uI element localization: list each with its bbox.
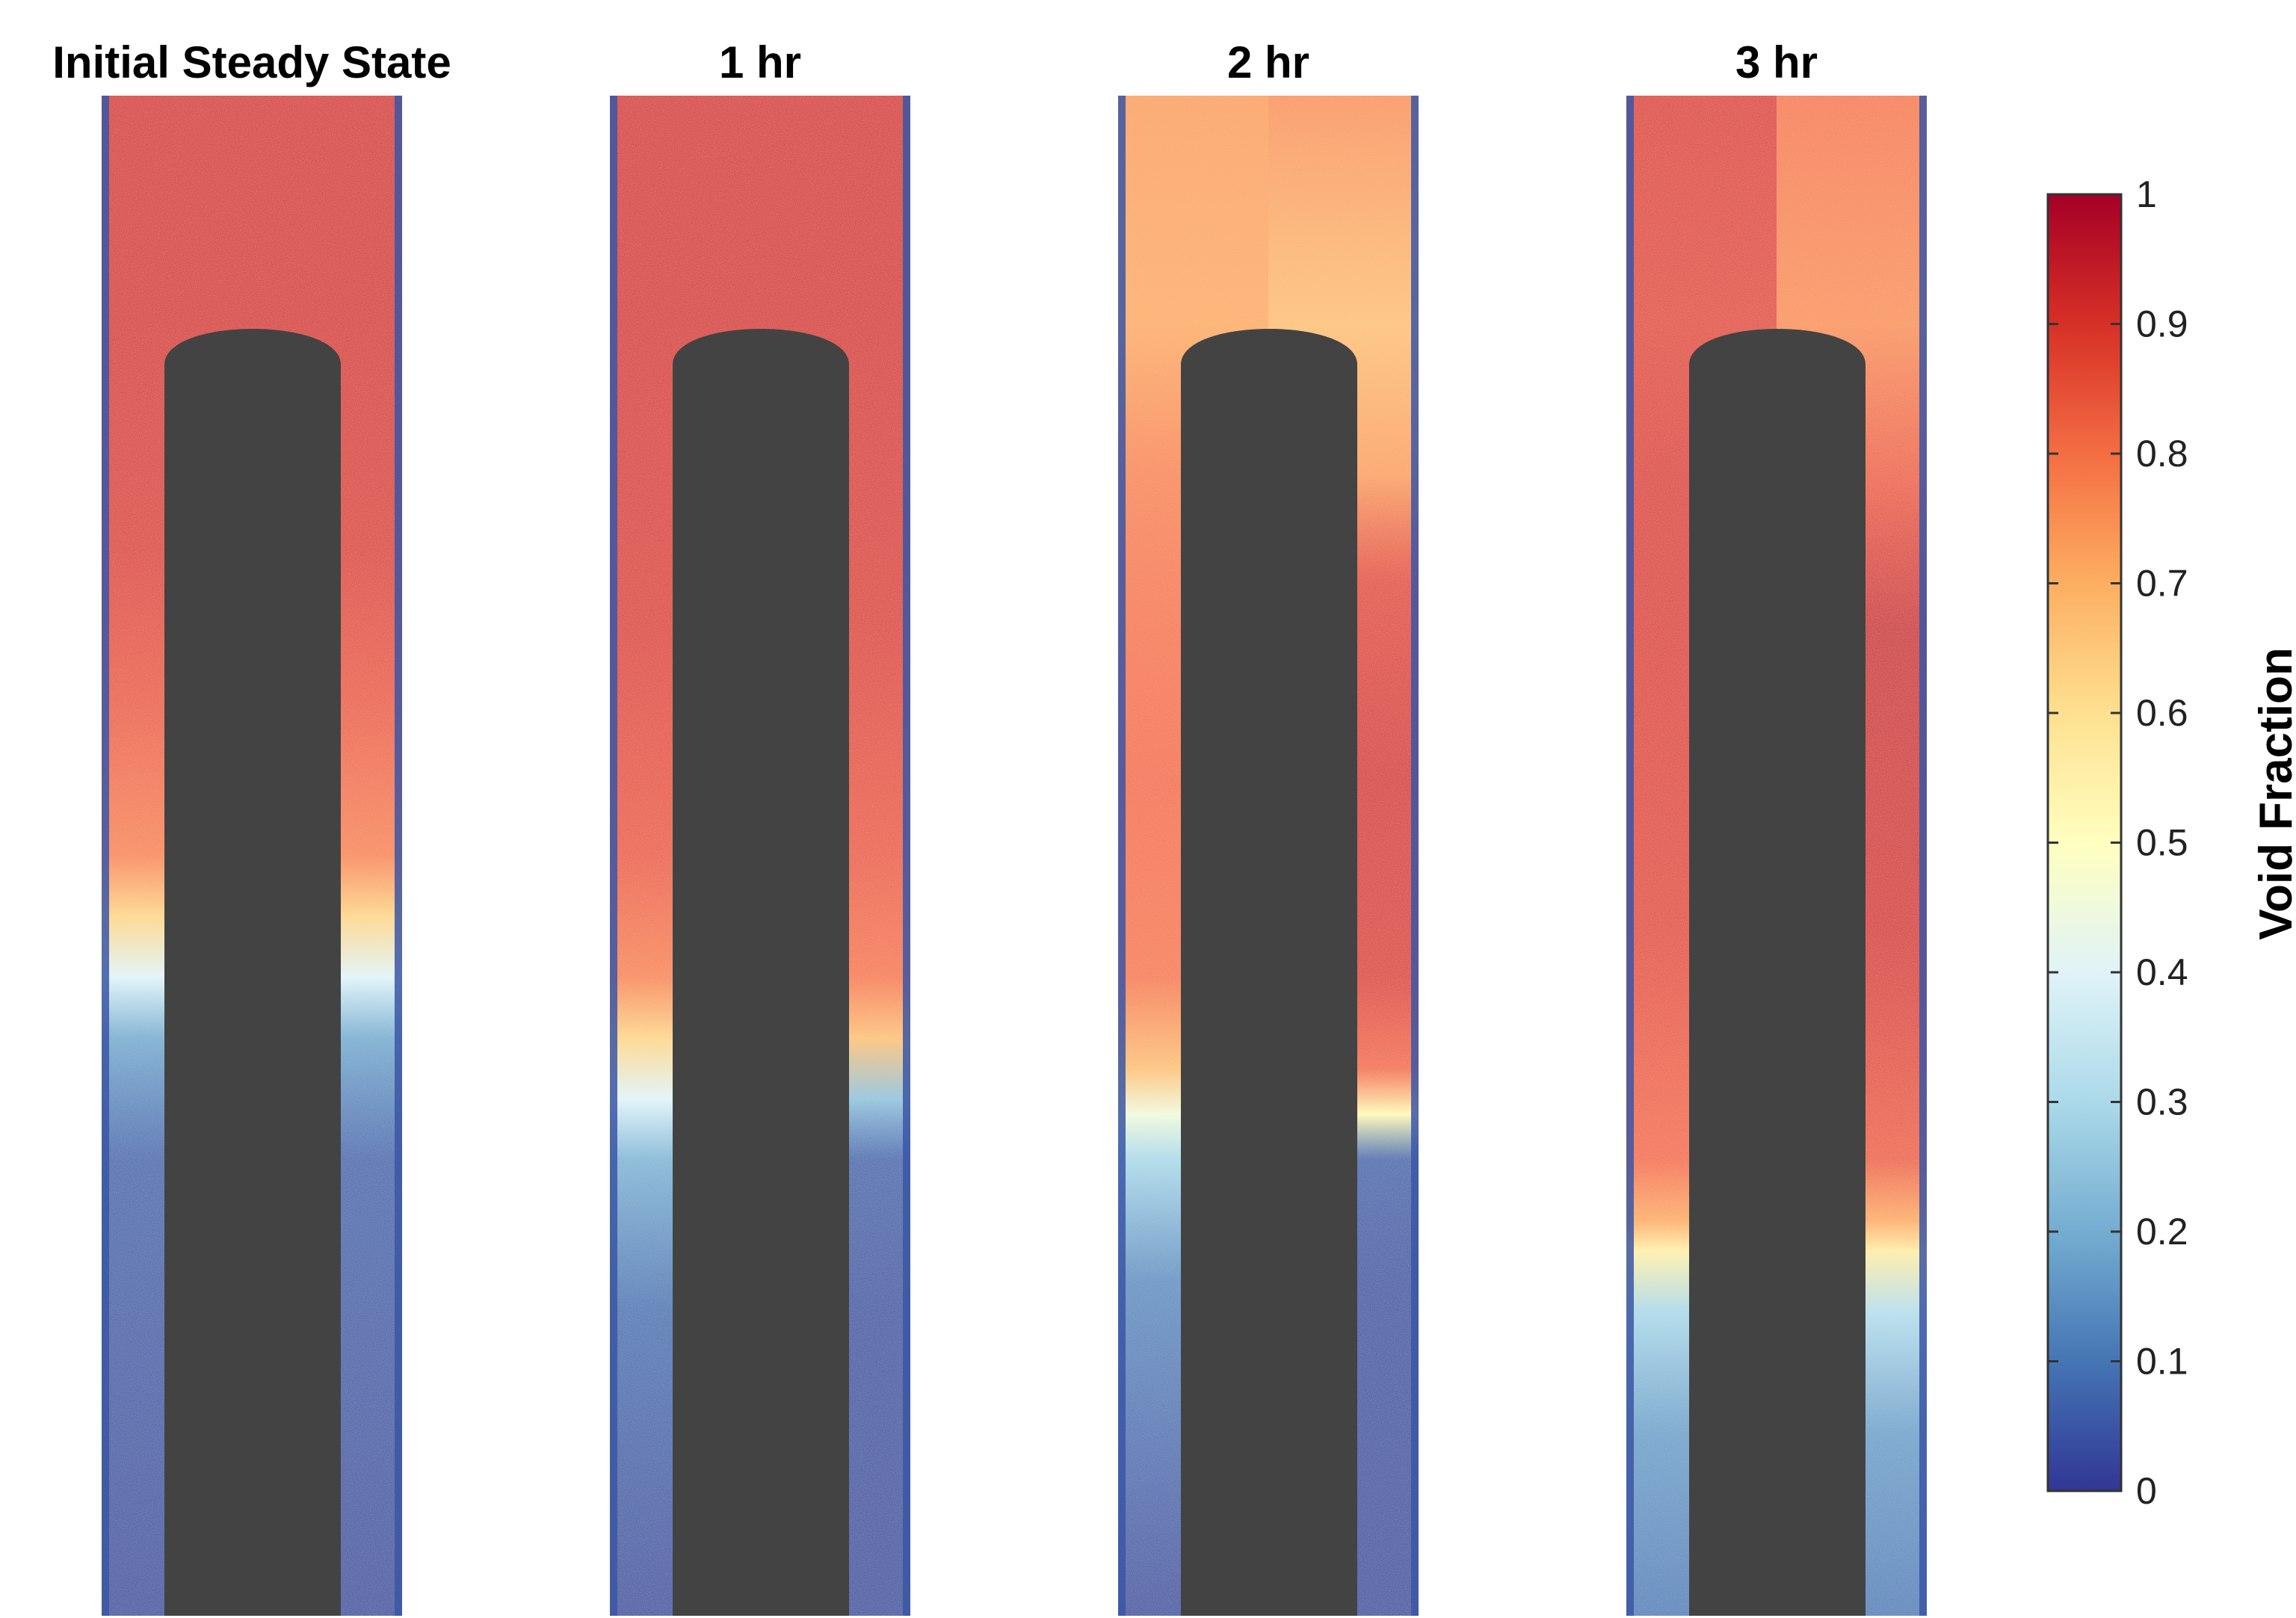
colorbar-tick-label: 0.3 [2136,1081,2188,1123]
panel-title: Initial Steady State [52,37,451,87]
colorbar-tick-label: 0.9 [2136,303,2188,345]
panel-3: 2 hr [1118,37,1419,1616]
colorbar-tick-label: 0.4 [2136,951,2188,993]
colorbar-ticks: 0 0.1 0.2 0.3 0.4 0.5 0.6 0.7 0.8 0.9 1 [2048,173,2188,1512]
heater-rod [1689,329,1866,1616]
colorbar: 0 0.1 0.2 0.3 0.4 0.5 0.6 0.7 0.8 0.9 1 Void Fract… [2046,173,2296,1512]
colorbar-tick-label: 0.2 [2136,1211,2188,1253]
colorbar-tick-label: 0.7 [2136,563,2188,605]
panel-title: 3 hr [1735,37,1818,87]
left-wall-strip [1118,96,1126,1616]
panel-4: 3 hr [1626,37,1927,1616]
right-wall-strip [1411,96,1419,1616]
colorbar-tick-label: 0 [2136,1470,2157,1512]
panel-title: 1 hr [719,37,801,87]
heater-rod [673,329,849,1616]
panel-1: Initial Steady State [52,37,451,1616]
colorbar-label: Void Fraction [2250,647,2296,940]
left-wall-strip [610,96,617,1616]
colorbar-tick-label: 0.5 [2136,822,2188,864]
right-wall-strip [1919,96,1927,1616]
left-wall-strip [1626,96,1634,1616]
colorbar-gradient [2046,193,2123,1492]
left-wall-strip [102,96,109,1616]
panel-2: 1 hr [610,37,910,1616]
colorbar-tick-label: 0.8 [2136,433,2188,475]
heater-rod [164,329,341,1616]
colorbar-tick-label: 1 [2136,173,2157,215]
right-wall-strip [395,96,402,1616]
right-wall-strip [903,96,910,1616]
heater-rod [1181,329,1357,1616]
panels: Initial Steady State 1 hr 2 hr 3 hr [52,37,1927,1616]
colorbar-tick-label: 0.6 [2136,692,2188,734]
panel-title: 2 hr [1227,37,1309,87]
colorbar-tick-label: 0.1 [2136,1341,2188,1383]
